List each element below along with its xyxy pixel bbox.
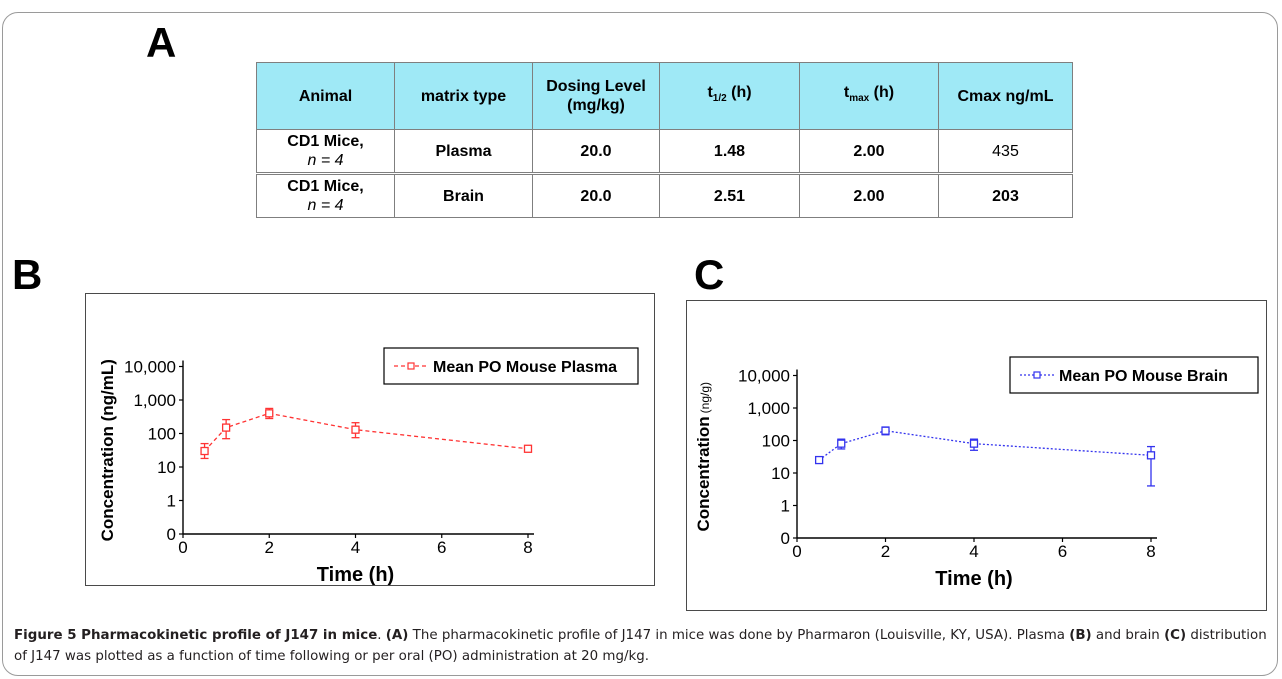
pk-table: Animal matrix type Dosing Level (mg/kg) … bbox=[256, 62, 1073, 218]
y-tick-label: 10,000 bbox=[738, 367, 790, 386]
data-point bbox=[814, 455, 824, 465]
cell-cmax: 435 bbox=[938, 129, 1073, 174]
legend-marker bbox=[1033, 371, 1041, 379]
y-axis-unit: (ng/g) bbox=[698, 382, 712, 413]
x-axis-label: Time (h) bbox=[935, 568, 1012, 590]
x-tick-label: 6 bbox=[437, 538, 446, 557]
y-tick-label: 1,000 bbox=[747, 399, 790, 418]
x-tick-label: 8 bbox=[1146, 542, 1155, 561]
data-point bbox=[351, 425, 360, 434]
header-dosing-line2: (mg/kg) bbox=[567, 97, 625, 114]
y-axis-label: Concentration(ng/g) bbox=[694, 382, 713, 532]
cell-thalf: 2.51 bbox=[659, 172, 800, 218]
table-row: CD1 Mice, n = 4 Brain 20.0 2.51 2.00 203 bbox=[256, 172, 1073, 218]
data-point bbox=[881, 426, 890, 435]
cell-matrix: Plasma bbox=[394, 129, 533, 174]
cell-animal: CD1 Mice, n = 4 bbox=[256, 172, 395, 218]
caption-lead: Figure 5 Pharmacokinetic profile of J147… bbox=[14, 628, 378, 643]
y-tick-label: 1 bbox=[167, 492, 176, 511]
y-tick-label: 1,000 bbox=[133, 391, 176, 410]
caption-text1: The pharmacokinetic profile of J147 in m… bbox=[408, 628, 1070, 643]
cell-animal-label: CD1 Mice, bbox=[287, 133, 364, 150]
cell-thalf: 1.48 bbox=[659, 129, 800, 174]
data-point bbox=[523, 444, 533, 453]
y-tick-label: 0 bbox=[167, 525, 176, 544]
chart-c-frame: 0 2 4 6 8 0 1 10 100 1,000 10,000 Time (h) Concentra… bbox=[686, 300, 1267, 611]
header-tmax-unit: (h) bbox=[869, 84, 895, 102]
x-tick-label: 2 bbox=[265, 538, 274, 557]
x-tick-label: 4 bbox=[969, 542, 978, 561]
legend-label: Mean PO Mouse Brain bbox=[1059, 368, 1228, 385]
y-tick-label: 1 bbox=[781, 497, 790, 516]
caption-text3: distribution of J147 was plotted as a fu… bbox=[14, 628, 1267, 664]
cell-cmax: 203 bbox=[938, 172, 1073, 218]
cell-animal-n: n = 4 bbox=[307, 197, 344, 214]
x-tick-label: 2 bbox=[881, 542, 890, 561]
cell-tmax: 2.00 bbox=[799, 129, 939, 174]
cell-dose: 20.0 bbox=[532, 129, 660, 174]
caption-ref-a: (A) bbox=[385, 628, 409, 643]
header-cmax: Cmax ng/mL bbox=[938, 62, 1073, 130]
legend-box bbox=[1009, 356, 1259, 394]
series-line bbox=[204, 412, 529, 452]
cell-animal-n: n = 4 bbox=[307, 152, 344, 169]
chart-b-frame: 0 2 4 6 8 0 1 10 100 1,000 10,000 Time (h) Concentra… bbox=[85, 293, 655, 586]
x-tick-label: 8 bbox=[523, 538, 532, 557]
y-tick-label: 0 bbox=[781, 529, 790, 548]
x-tick-label: 6 bbox=[1058, 542, 1067, 561]
panel-label-c: C bbox=[694, 251, 725, 298]
data-point bbox=[265, 409, 274, 418]
cell-dose: 20.0 bbox=[532, 172, 660, 218]
caption-ref-b: (B) bbox=[1069, 628, 1092, 643]
figure-caption: Figure 5 Pharmacokinetic profile of J147… bbox=[14, 625, 1268, 667]
legend-label: Mean PO Mouse Plasma bbox=[433, 359, 617, 376]
header-thalf-sub: 1/2 bbox=[712, 93, 727, 105]
header-dosing-level: Dosing Level (mg/kg) bbox=[532, 62, 660, 130]
y-tick-label: 100 bbox=[148, 425, 176, 444]
header-thalf: t1/2 (h) bbox=[659, 62, 800, 130]
table-row: CD1 Mice, n = 4 Plasma 20.0 1.48 2.00 435 bbox=[256, 129, 1073, 174]
header-thalf-main: t bbox=[707, 84, 713, 102]
header-thalf-unit: (h) bbox=[726, 84, 752, 102]
cell-animal-label: CD1 Mice, bbox=[287, 178, 364, 195]
series-line bbox=[818, 430, 1152, 461]
caption-text2: and brain bbox=[1091, 628, 1165, 643]
chart-brain: 0 2 4 6 8 0 1 10 100 1,000 10,000 Time (h) Concentra… bbox=[694, 356, 1259, 590]
figure-frame bbox=[2, 12, 1278, 676]
y-axis-label: Concentration (ng/mL) bbox=[98, 359, 117, 541]
cell-animal: CD1 Mice, n = 4 bbox=[256, 129, 395, 174]
header-tmax: tmax (h) bbox=[799, 62, 939, 130]
header-animal: Animal bbox=[256, 62, 395, 130]
data-point bbox=[221, 423, 231, 432]
x-axis-label: Time (h) bbox=[317, 564, 394, 585]
legend-marker bbox=[407, 362, 415, 370]
cell-tmax: 2.00 bbox=[799, 172, 939, 218]
x-tick-label: 4 bbox=[351, 538, 360, 557]
legend-box bbox=[383, 347, 639, 385]
cell-matrix: Brain bbox=[394, 172, 533, 218]
chart-plasma: 0 2 4 6 8 0 1 10 100 1,000 10,000 Time (h) Concentra… bbox=[98, 347, 639, 586]
header-tmax-main: t bbox=[843, 84, 850, 102]
x-tick-label: 0 bbox=[178, 538, 187, 557]
panel-label-b: B bbox=[12, 251, 43, 298]
caption-sep: . bbox=[377, 628, 386, 643]
caption-ref-c: (C) bbox=[1164, 628, 1187, 643]
data-point bbox=[969, 439, 979, 448]
header-dosing-line1: Dosing Level bbox=[546, 78, 646, 95]
y-tick-label: 10 bbox=[157, 458, 176, 477]
y-tick-label: 10 bbox=[771, 464, 790, 483]
data-point bbox=[1146, 451, 1156, 460]
header-matrix-type: matrix type bbox=[394, 62, 533, 130]
y-tick-label: 10,000 bbox=[124, 358, 176, 377]
data-point bbox=[200, 446, 209, 456]
y-tick-label: 100 bbox=[762, 432, 790, 451]
table-header-row: Animal matrix type Dosing Level (mg/kg) … bbox=[256, 62, 1073, 130]
x-tick-label: 0 bbox=[792, 542, 801, 561]
panel-label-a: A bbox=[146, 19, 177, 66]
data-point bbox=[837, 439, 846, 448]
header-tmax-sub: max bbox=[849, 93, 870, 105]
